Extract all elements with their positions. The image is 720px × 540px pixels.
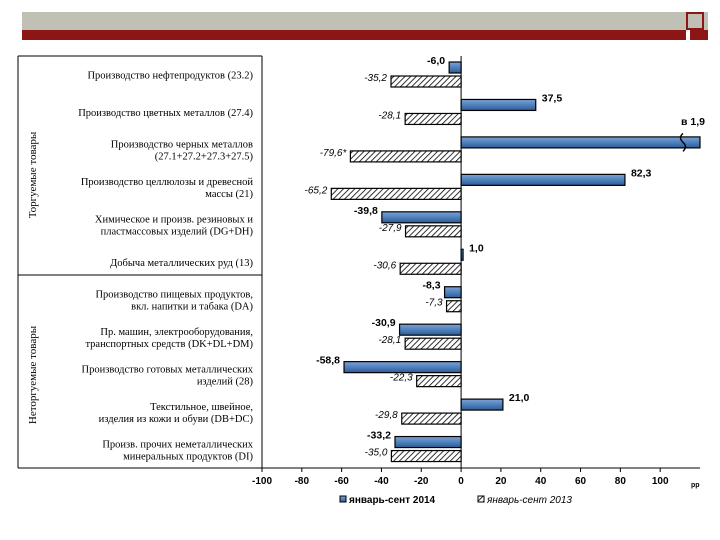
x-tick-label: -60 xyxy=(334,476,349,487)
bar-2013 xyxy=(404,225,462,238)
bar-2013 xyxy=(445,300,462,313)
x-tick-label: -20 xyxy=(414,476,429,487)
legend-swatch-2013 xyxy=(477,495,485,503)
header-stripe-gap xyxy=(686,30,690,40)
bar-2013 xyxy=(330,187,462,200)
bar-2014 xyxy=(343,361,462,374)
legend-label-2014: январь-сент 2014 xyxy=(349,495,436,506)
data-label-2013: -28,1 xyxy=(378,110,401,121)
data-label-2014: 21,0 xyxy=(509,392,530,404)
data-label-2014: 1,0 xyxy=(469,242,484,254)
x-tick-label: -80 xyxy=(295,476,310,487)
category-label: Производство готовых металлических издели… xyxy=(82,364,254,387)
x-tick-label: 60 xyxy=(575,476,587,487)
bar-2014 xyxy=(381,211,462,224)
break-annotation: в 1,9 xyxy=(681,116,705,128)
bar-2013 xyxy=(401,412,462,425)
data-label-2014: -58,8 xyxy=(316,355,340,367)
x-tick-label: 100 xyxy=(652,476,669,487)
data-label-2013: -79,6* xyxy=(320,148,348,159)
category-label: Производство целлюлозы и древесной массы … xyxy=(81,177,254,200)
category-label: Пр. машин, электрооборудования, транспорт… xyxy=(85,327,253,350)
bar-2013 xyxy=(404,112,462,126)
category-label: Производство пищевых продуктов, вкл. напи… xyxy=(95,289,253,312)
data-label-2014: -8,3 xyxy=(422,280,440,292)
data-label-2013: -30,6 xyxy=(373,260,396,271)
x-tick-label: 0 xyxy=(458,476,464,487)
category-label: Химическое и произв. резиновых и пластмас… xyxy=(95,215,254,238)
x-tick-label: 80 xyxy=(615,476,627,487)
category-label: Производство нефтепродуктов (23.2) xyxy=(87,71,253,82)
bar-2013 xyxy=(399,262,462,275)
bar-2014 xyxy=(460,98,537,112)
data-label-2014: 37,5 xyxy=(542,92,563,104)
data-label-2013: -35,2 xyxy=(364,73,387,84)
category-label: Добыча металлических руд (13) xyxy=(110,258,253,269)
data-label-2013: -28,1 xyxy=(378,335,401,346)
header-red-stripe xyxy=(22,30,708,40)
bar-2013 xyxy=(390,75,462,88)
data-label-2013: -35,0 xyxy=(365,448,388,459)
category-label: Производство цветных металлов (27.4) xyxy=(78,108,253,119)
bar-2013 xyxy=(349,150,462,163)
bar-2014 xyxy=(460,136,701,149)
axis-break-mark xyxy=(679,132,687,152)
data-label-2014: -30,9 xyxy=(372,317,396,329)
bar-2013 xyxy=(416,375,462,388)
data-label-2014: 82,3 xyxy=(631,167,652,179)
legend-swatch-2014 xyxy=(339,495,347,503)
data-label-2014: -33,2 xyxy=(367,430,391,442)
data-label-2014: -39,8 xyxy=(354,205,378,217)
x-tick-label: -100 xyxy=(252,476,272,487)
bar-2014 xyxy=(398,323,462,336)
bar-2013 xyxy=(390,449,462,463)
x-tick-label: 40 xyxy=(535,476,547,487)
bar-2014 xyxy=(460,173,626,186)
category-label: Произв. прочих неметаллических минеральны… xyxy=(102,439,253,462)
legend-label-2013: январь-сент 2013 xyxy=(486,495,572,506)
data-label-2013: -7,3 xyxy=(425,298,443,309)
x-tick-label: -40 xyxy=(374,476,389,487)
x-tick-label: 20 xyxy=(495,476,507,487)
category-label: Текстильное, швейное, изделия из кожи и о… xyxy=(99,402,254,425)
data-label-2013: -65,2 xyxy=(304,185,327,196)
axis-unit-label: pp xyxy=(691,482,700,489)
data-label-2013: -29,8 xyxy=(375,410,398,421)
bar-2014 xyxy=(394,435,462,449)
data-label-2013: -27,9 xyxy=(379,223,402,234)
data-label-2014: -6,0 xyxy=(427,55,445,67)
header-corner-box xyxy=(686,12,704,30)
data-label-2013: -22,3 xyxy=(390,373,413,384)
group-label-nontradable: Неторгуемые товары xyxy=(27,325,39,424)
bar-2014 xyxy=(460,398,504,411)
bar-2014 xyxy=(448,61,462,74)
bar-2014 xyxy=(443,286,462,299)
header-band xyxy=(22,12,708,32)
group-label-tradable: Торгуемые товары xyxy=(27,131,39,218)
legend: январь-сент 2014 январь-сент 2013 xyxy=(339,495,572,506)
bar-2013 xyxy=(404,337,462,350)
category-label: Производство черных металлов (27.1+27.2+2… xyxy=(111,140,254,163)
